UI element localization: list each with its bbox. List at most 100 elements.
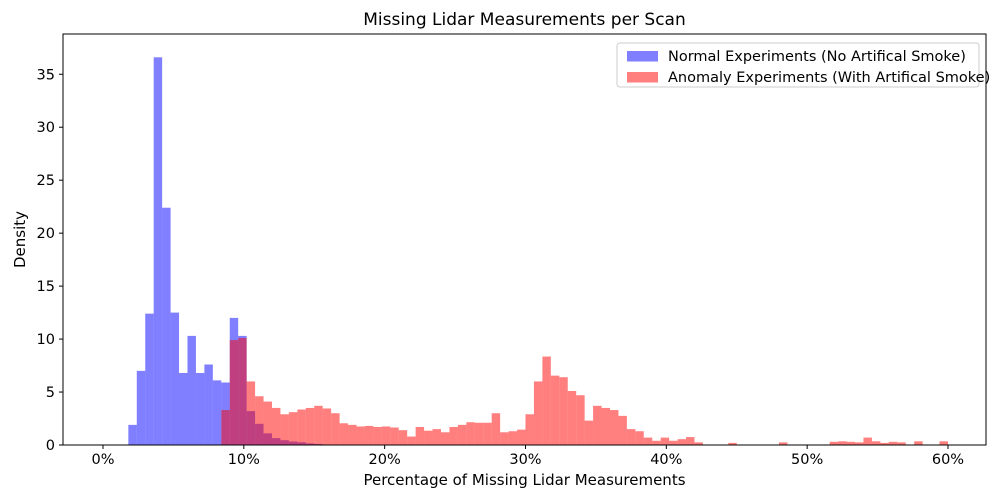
x-tick-label: 10% — [228, 452, 260, 468]
histogram-bar — [863, 437, 872, 445]
histogram-bar — [305, 407, 315, 445]
histogram-bar — [500, 432, 509, 445]
y-axis-ticks: 0 5 10 15 20 25 30 35 — [37, 67, 63, 454]
histogram-bar — [212, 380, 222, 445]
histogram-bar — [888, 441, 898, 445]
legend-box — [616, 42, 980, 88]
chart-title: Missing Lidar Measurements per Scan — [363, 10, 686, 30]
histogram-bar — [407, 436, 416, 445]
histogram-bar — [694, 442, 703, 445]
x-tick-label: 20% — [369, 452, 401, 468]
y-tick-label: 35 — [37, 67, 55, 83]
histogram-bar — [846, 441, 856, 445]
histogram-bar — [356, 426, 365, 445]
histogram-bar — [424, 430, 433, 445]
histogram-bar — [550, 375, 560, 445]
histogram-bar — [449, 426, 458, 445]
legend-label-normal: Normal Experiments (No Artifical Smoke) — [668, 49, 966, 65]
histogram-bar — [567, 390, 577, 445]
histogram-bar — [390, 427, 399, 445]
legend: Normal Experiments (No Artifical Smoke) … — [616, 42, 990, 88]
histogram-bar — [474, 422, 484, 445]
histogram-bar — [677, 439, 687, 445]
histogram-bar — [838, 441, 847, 445]
histogram-bar — [288, 412, 298, 445]
histogram-bar — [195, 372, 205, 445]
histogram-bar — [466, 422, 475, 445]
histogram-bar — [660, 437, 670, 445]
histogram-bar — [415, 426, 425, 445]
legend-label-anomaly: Anomaly Experiments (With Artifical Smok… — [668, 70, 990, 86]
y-tick-label: 15 — [37, 279, 55, 295]
x-axis-ticks: 0% 10% 20% 30% 40% 50% 60% — [91, 445, 964, 468]
histogram-bar — [381, 426, 391, 445]
histogram-bar — [533, 381, 543, 445]
histogram-bar — [626, 429, 636, 445]
histogram-bar — [128, 424, 137, 445]
y-tick-label: 5 — [46, 385, 55, 401]
y-tick-label: 10 — [37, 332, 55, 348]
histogram-bar — [255, 396, 264, 445]
histogram-bar — [576, 395, 585, 445]
x-tick-label: 40% — [650, 452, 682, 468]
histogram-bar — [229, 340, 239, 445]
histogram-bar — [170, 312, 180, 445]
histogram-bar — [153, 57, 163, 445]
histogram-bar — [829, 441, 839, 445]
histogram-bar — [322, 408, 332, 445]
legend-swatch-normal — [627, 51, 658, 62]
histogram-bar — [508, 431, 518, 445]
histogram-bar — [271, 407, 281, 445]
histogram-bar — [914, 441, 923, 445]
y-tick-label: 25 — [37, 173, 55, 189]
legend-swatch-anomaly — [627, 72, 658, 83]
histogram-bar — [525, 414, 534, 445]
histogram-bar — [136, 370, 146, 445]
histogram-bar — [246, 381, 256, 445]
x-tick-label: 0% — [91, 452, 114, 468]
histogram-bar — [432, 429, 441, 445]
histogram-bar — [314, 405, 323, 445]
x-axis-label: Percentage of Missing Lidar Measurements — [363, 471, 685, 489]
histogram-bar — [238, 338, 247, 445]
histogram-bar — [728, 442, 737, 445]
histogram-bar — [179, 372, 188, 445]
histogram-bar — [871, 441, 881, 445]
histogram-bar — [348, 424, 357, 445]
histogram-bar — [373, 426, 382, 445]
histogram-bar — [297, 409, 306, 445]
histogram-bar — [187, 335, 196, 445]
y-axis-label: Density — [11, 211, 29, 268]
x-tick-label: 30% — [509, 452, 541, 468]
histogram-bar — [339, 423, 349, 445]
histogram-bar — [686, 437, 695, 445]
histogram-bar — [162, 207, 171, 445]
histogram-bar — [880, 442, 889, 445]
histogram-bar — [491, 413, 501, 445]
histogram-bar — [517, 429, 526, 445]
histogram-bar — [609, 410, 619, 445]
anomaly-series-bars — [221, 338, 948, 445]
histogram-bar — [221, 410, 230, 445]
histogram-bar — [618, 415, 627, 445]
x-tick-label: 60% — [932, 452, 964, 468]
histogram-bar — [457, 424, 467, 445]
histogram-bar — [145, 313, 154, 445]
histogram-bar — [669, 440, 678, 445]
histogram-bar — [593, 405, 602, 445]
histogram-bar — [652, 440, 661, 445]
histogram-bar — [855, 442, 864, 445]
histogram-bar — [559, 377, 568, 445]
histogram-bar — [280, 414, 289, 445]
histogram-bar — [778, 442, 788, 445]
x-tick-label: 50% — [791, 452, 823, 468]
y-tick-label: 20 — [37, 226, 55, 242]
histogram-bar — [331, 413, 340, 445]
plot-border — [62, 33, 987, 446]
normal-series-bars — [128, 57, 323, 445]
histogram-bar — [440, 432, 450, 445]
histogram-bar — [398, 430, 408, 445]
histogram-bar — [483, 422, 492, 445]
